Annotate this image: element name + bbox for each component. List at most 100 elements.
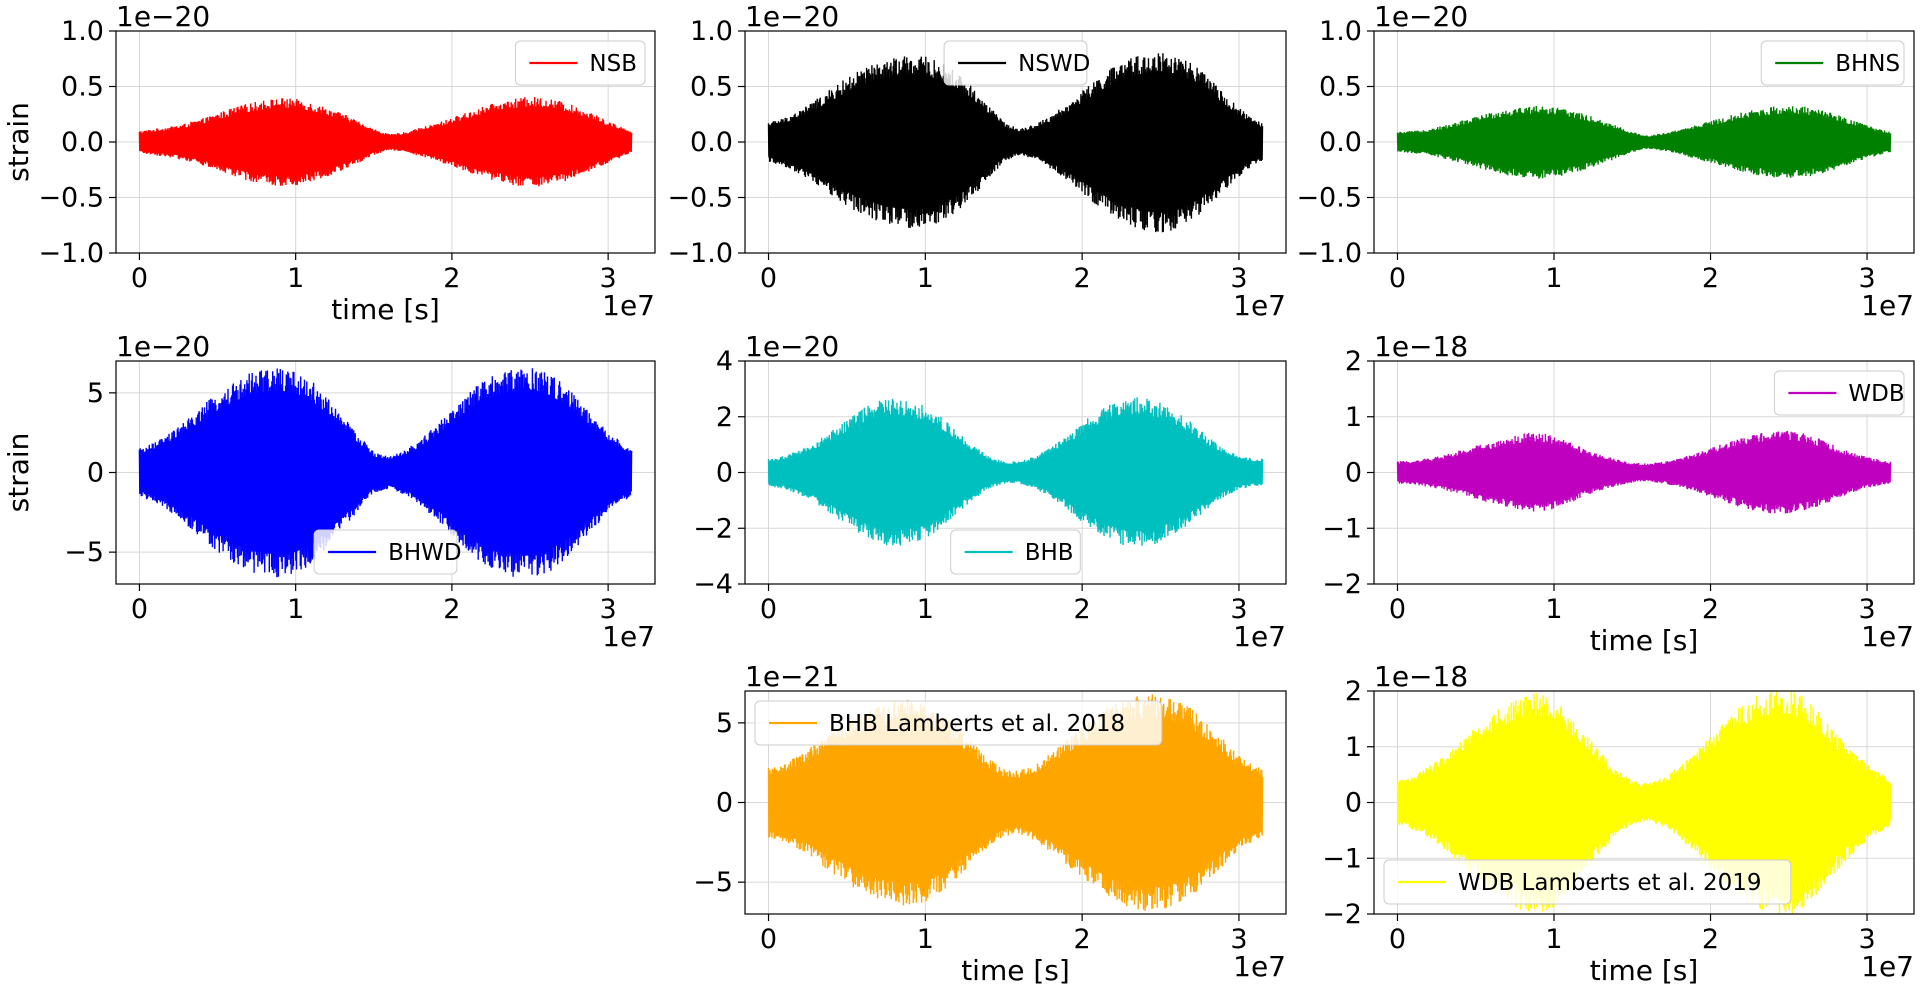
legend: NSWD	[943, 40, 1090, 86]
y-tick-label: −1	[1322, 513, 1362, 544]
legend: WDB Lamberts et al. 2019	[1383, 859, 1792, 905]
x-axis-label: time [s]	[331, 293, 440, 326]
legend: BHNS	[1760, 40, 1905, 86]
y-tick-label: 0.5	[1319, 72, 1362, 103]
series-group	[767, 397, 1264, 546]
x-tick-label: 1	[287, 263, 304, 294]
y-tick-label: 1.0	[61, 16, 104, 47]
legend-label: NSWD	[1018, 51, 1090, 77]
y-axis-label: strain	[2, 102, 35, 182]
y-tick-label: 0	[1345, 788, 1362, 819]
y-tick-label: −5	[693, 867, 733, 898]
x-offset-text: 1e7	[602, 620, 655, 653]
legend-box	[313, 529, 458, 575]
y-tick-label: 1	[1345, 732, 1362, 763]
series-group	[1396, 105, 1892, 179]
series-group	[1396, 430, 1892, 514]
x-axis-label: time [s]	[1590, 624, 1699, 657]
x-tick-label: 1	[917, 594, 934, 625]
y-tick-label: 2	[716, 402, 733, 433]
x-tick-label: 1	[917, 924, 934, 955]
x-tick-label: 2	[1074, 594, 1091, 625]
series-line	[767, 53, 1264, 233]
legend: BHWD	[313, 529, 462, 575]
x-tick-label: 0	[1389, 263, 1406, 294]
legend-label: WDB Lamberts et al. 2019	[1458, 870, 1762, 896]
y-offset-text: 1e−20	[745, 330, 839, 363]
x-tick-label: 2	[443, 594, 460, 625]
subplot-7: −2 −1 0 1 2 0 1 2 3 1e−18 1e7 time [s] WDB Lamberts …	[1322, 660, 1915, 987]
x-tick-label: 3	[1230, 594, 1247, 625]
x-tick-label: 1	[287, 594, 304, 625]
x-tick-label: 0	[1389, 594, 1406, 625]
y-offset-text: 1e−20	[1374, 0, 1468, 33]
x-tick-label: 2	[1702, 263, 1719, 294]
x-axis-label: time [s]	[1590, 954, 1699, 987]
y-tick-label: 1.0	[690, 16, 733, 47]
y-tick-label: −1.0	[667, 238, 733, 269]
x-tick-label: 1	[1545, 594, 1562, 625]
series-line	[767, 694, 1264, 911]
legend-label: BHB Lamberts et al. 2018	[829, 711, 1125, 737]
x-offset-text: 1e7	[1233, 289, 1286, 322]
y-tick-label: 0	[716, 458, 733, 489]
y-tick-label: 2	[1345, 676, 1362, 707]
y-tick-label: 0.0	[690, 127, 733, 158]
x-offset-text: 1e7	[602, 289, 655, 322]
x-offset-text: 1e7	[1861, 620, 1914, 653]
legend-box	[514, 40, 646, 86]
x-tick-label: 3	[1230, 924, 1247, 955]
legend-box	[943, 40, 1088, 86]
y-offset-text: 1e−18	[1374, 660, 1468, 693]
x-tick-label: 2	[1074, 263, 1091, 294]
legend-label: WDB	[1848, 381, 1904, 407]
x-offset-text: 1e7	[1861, 950, 1914, 983]
x-tick-label: 2	[1702, 924, 1719, 955]
y-tick-label: −1	[1322, 843, 1362, 874]
series-line	[138, 368, 633, 578]
x-tick-label: 3	[600, 594, 617, 625]
y-offset-text: 1e−20	[745, 0, 839, 33]
x-tick-label: 0	[760, 263, 777, 294]
series-group	[767, 694, 1264, 911]
y-tick-label: 0	[1345, 458, 1362, 489]
legend-box	[1773, 370, 1905, 416]
subplot-0: −1.0 −0.5 0.0 0.5 1.0 0 1 2 3 1e−20 1e7 time [s] str…	[2, 0, 656, 326]
x-tick-label: 0	[131, 263, 148, 294]
x-tick-label: 3	[600, 263, 617, 294]
x-tick-label: 0	[131, 594, 148, 625]
y-offset-text: 1e−20	[116, 330, 210, 363]
legend-label: BHNS	[1835, 51, 1900, 77]
y-tick-label: −0.5	[1296, 183, 1362, 214]
x-tick-label: 3	[1858, 263, 1875, 294]
legend: NSB	[514, 40, 646, 86]
legend-box	[754, 700, 1163, 746]
series-group	[1396, 691, 1892, 914]
x-tick-label: 0	[760, 924, 777, 955]
x-tick-label: 0	[1389, 924, 1406, 955]
series-line	[767, 397, 1264, 546]
subplot-6: −5 0 5 0 1 2 3 1e−21 1e7 time [s] BHB Lamberts et …	[693, 660, 1287, 987]
series-line	[138, 97, 633, 187]
y-offset-text: 1e−21	[745, 660, 839, 693]
x-tick-label: 1	[1545, 263, 1562, 294]
subplot-3: −5 0 5 0 1 2 3 1e−20 1e7 strain BHWD	[2, 330, 656, 653]
legend-box	[1383, 859, 1792, 905]
y-tick-label: −0.5	[667, 183, 733, 214]
x-tick-label: 3	[1230, 263, 1247, 294]
y-tick-label: 1.0	[1319, 16, 1362, 47]
y-tick-label: −5	[64, 537, 104, 568]
subplot-5: −2 −1 0 1 2 0 1 2 3 1e−18 1e7 time [s] WDB	[1322, 330, 1915, 657]
series-group	[138, 368, 633, 578]
y-tick-label: −1.0	[1296, 238, 1362, 269]
y-tick-label: 5	[716, 708, 733, 739]
y-tick-label: 0	[716, 788, 733, 819]
legend: WDB	[1773, 370, 1905, 416]
subplot-2: −1.0 −0.5 0.0 0.5 1.0 0 1 2 3 1e−20 1e7 BHNS	[1296, 0, 1915, 322]
y-tick-label: 0	[87, 458, 104, 489]
y-axis-label: strain	[2, 433, 35, 513]
x-tick-label: 1	[1545, 924, 1562, 955]
x-tick-label: 1	[917, 263, 934, 294]
series-line	[1396, 691, 1892, 914]
series-group	[767, 53, 1264, 233]
